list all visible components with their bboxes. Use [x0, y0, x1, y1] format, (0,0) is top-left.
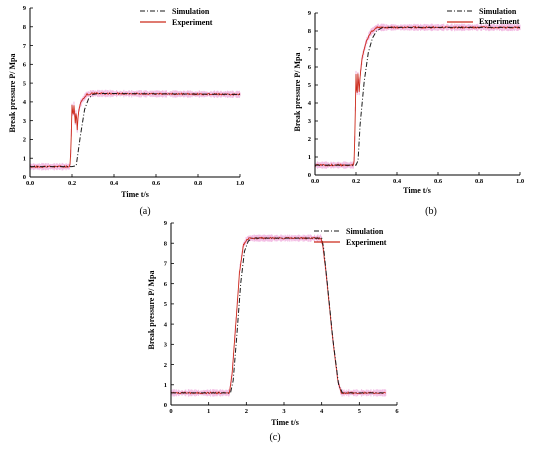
y-tick-label: 9 [164, 220, 168, 227]
y-tick-label: 8 [164, 240, 168, 247]
y-tick-label: 0 [23, 174, 26, 181]
x-tick-label: 5 [358, 408, 362, 415]
y-tick-label: 1 [164, 382, 167, 389]
plot-area-b: 0 1 2 3 4 5 6 7 8 9 0.0 0.2 0.4 0.6 0.8 1.0 [308, 10, 524, 185]
y-tick-label: 9 [308, 10, 312, 17]
y-tick-label: 2 [164, 362, 167, 369]
x-tick-label: 4 [320, 408, 324, 415]
x-tick-label: 0 [169, 408, 172, 415]
y-axis-label: Break pressure P/ Mpa [293, 53, 302, 132]
experiment-noise-band [314, 23, 521, 169]
series-simulation-line [315, 26, 520, 166]
y-tick-label: 7 [164, 261, 168, 268]
y-tick-label: 9 [23, 5, 27, 12]
y-tick-label: 3 [308, 118, 312, 125]
y-tick-label: 4 [23, 99, 27, 106]
x-axis-label: Time t/s [403, 186, 431, 195]
x-tick-label: 1.0 [236, 180, 244, 187]
y-tick-label: 4 [308, 100, 312, 107]
legend-label-simulation: Simulation [346, 227, 384, 236]
y-tick-label: 0 [164, 402, 167, 409]
x-tick-label: 2 [245, 408, 248, 415]
series-experiment-line [170, 236, 386, 395]
plot-area-a: 0 1 2 3 4 5 6 7 8 9 0.0 0.2 0.4 0.6 0.8 1.0 [23, 5, 244, 187]
chart-panel-a: 0 1 2 3 4 5 6 7 8 9 0.0 0.2 0.4 0.6 0.8 1.0 Time t/s Br… [8, 5, 244, 217]
y-tick-label: 5 [23, 80, 27, 87]
y-tick-label: 7 [23, 43, 27, 50]
y-tick-label: 1 [23, 155, 26, 162]
y-tick-label: 3 [23, 118, 27, 125]
panel-label-b: (b) [425, 206, 437, 217]
x-tick-label: 0.8 [475, 178, 484, 185]
x-tick-label: 0.8 [194, 180, 203, 187]
y-tick-label: 2 [308, 136, 311, 143]
x-tick-label: 0.0 [311, 178, 319, 185]
y-tick-label: 8 [308, 28, 312, 35]
panel-label-c: (c) [269, 432, 280, 443]
chart-panel-c: 0 1 2 3 4 5 6 7 8 9 0 1 2 3 4 5 6 Time t/s Break pressur… [147, 220, 399, 443]
legend-label-simulation: Simulation [172, 7, 210, 16]
series-experiment-line [29, 91, 241, 169]
x-tick-label: 1.0 [516, 178, 524, 185]
plot-area-c: 0 1 2 3 4 5 6 7 8 9 0 1 2 3 4 5 6 [164, 220, 400, 415]
x-tick-label: 0.6 [434, 178, 443, 185]
y-tick-label: 2 [23, 137, 26, 144]
y-tick-label: 8 [23, 24, 27, 31]
x-tick-label: 1 [207, 408, 210, 415]
panel-label-a: (a) [139, 206, 150, 217]
legend-label-experiment: Experiment [172, 18, 213, 27]
y-tick-label: 6 [308, 64, 312, 71]
experiment-noise-band [170, 234, 387, 397]
legend-label-experiment: Experiment [346, 238, 387, 247]
legend-label-simulation: Simulation [479, 7, 517, 16]
y-tick-label: 6 [164, 281, 168, 288]
x-tick-label: 6 [395, 408, 399, 415]
y-tick-label: 4 [164, 321, 168, 328]
x-tick-label: 0.4 [110, 180, 119, 187]
x-tick-label: 0.4 [393, 178, 402, 185]
series-simulation-line [171, 237, 386, 394]
y-tick-label: 7 [308, 46, 312, 53]
y-tick-label: 6 [23, 62, 27, 69]
x-tick-label: 0.0 [26, 180, 34, 187]
x-axis-label: Time t/s [271, 418, 299, 427]
series-experiment-line [314, 25, 521, 167]
x-tick-label: 0.2 [68, 180, 76, 187]
experiment-noise-band [29, 89, 241, 171]
y-tick-label: 0 [308, 172, 311, 179]
x-axis-label: Time t/s [121, 190, 149, 199]
y-tick-label: 1 [308, 154, 311, 161]
x-tick-label: 3 [282, 408, 286, 415]
y-axis-label: Break pressure P/ Mpa [8, 54, 17, 133]
series-simulation-line [30, 92, 241, 168]
legend-label-experiment: Experiment [479, 17, 520, 26]
y-tick-label: 3 [164, 342, 168, 349]
chart-panel-b: 0 1 2 3 4 5 6 7 8 9 0.0 0.2 0.4 0.6 0.8 1.0 Time t/s Br… [293, 7, 524, 217]
y-axis-label: Break pressure P/ Mpa [147, 271, 156, 350]
x-tick-label: 0.2 [352, 178, 360, 185]
y-tick-label: 5 [164, 301, 168, 308]
x-tick-label: 0.6 [152, 180, 161, 187]
y-tick-label: 5 [308, 82, 312, 89]
